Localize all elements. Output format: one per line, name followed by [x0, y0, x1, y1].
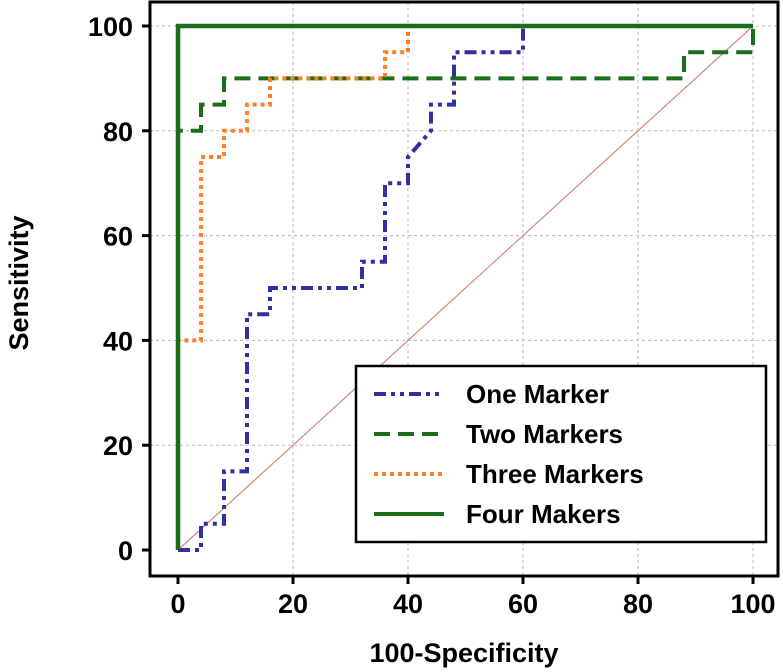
series-line-four-makers — [175, 23, 753, 550]
x-axis-title: 100-Specificity — [369, 638, 558, 668]
x-tick-label: 40 — [393, 589, 423, 619]
y-tick-label: 20 — [103, 431, 133, 461]
series-line-two-markers — [176, 26, 755, 550]
y-axis-ticks: 0 20 40 60 80 100 — [88, 12, 150, 566]
y-axis-title: Sensitivity — [4, 215, 34, 350]
series-layer — [175, 23, 755, 552]
x-tick-label: 60 — [508, 589, 538, 619]
legend-label-four-makers: Four Makers — [466, 499, 621, 529]
legend-label-three-markers: Three Markers — [466, 459, 644, 489]
reference-diagonal — [177, 25, 754, 551]
x-axis-ticks: 0 20 40 60 80 100 — [170, 576, 776, 619]
legend-label-one-marker: One Marker — [466, 379, 609, 409]
y-tick-label: 40 — [103, 326, 133, 356]
legend: One Marker Two Markers Three Markers Four M… — [354, 364, 768, 544]
y-tick-label: 80 — [103, 117, 133, 147]
x-tick-label: 0 — [170, 589, 185, 619]
reference-line-layer — [177, 25, 754, 551]
plot-frame — [148, 0, 780, 578]
y-tick-label: 0 — [118, 536, 133, 566]
x-tick-label: 20 — [278, 589, 308, 619]
y-tick-label: 100 — [88, 12, 133, 42]
legend-label-two-markers: Two Markers — [466, 419, 623, 449]
x-tick-label: 100 — [730, 589, 775, 619]
series-line-one-marker — [178, 26, 525, 552]
x-tick-label: 80 — [623, 589, 653, 619]
y-tick-label: 60 — [103, 222, 133, 252]
